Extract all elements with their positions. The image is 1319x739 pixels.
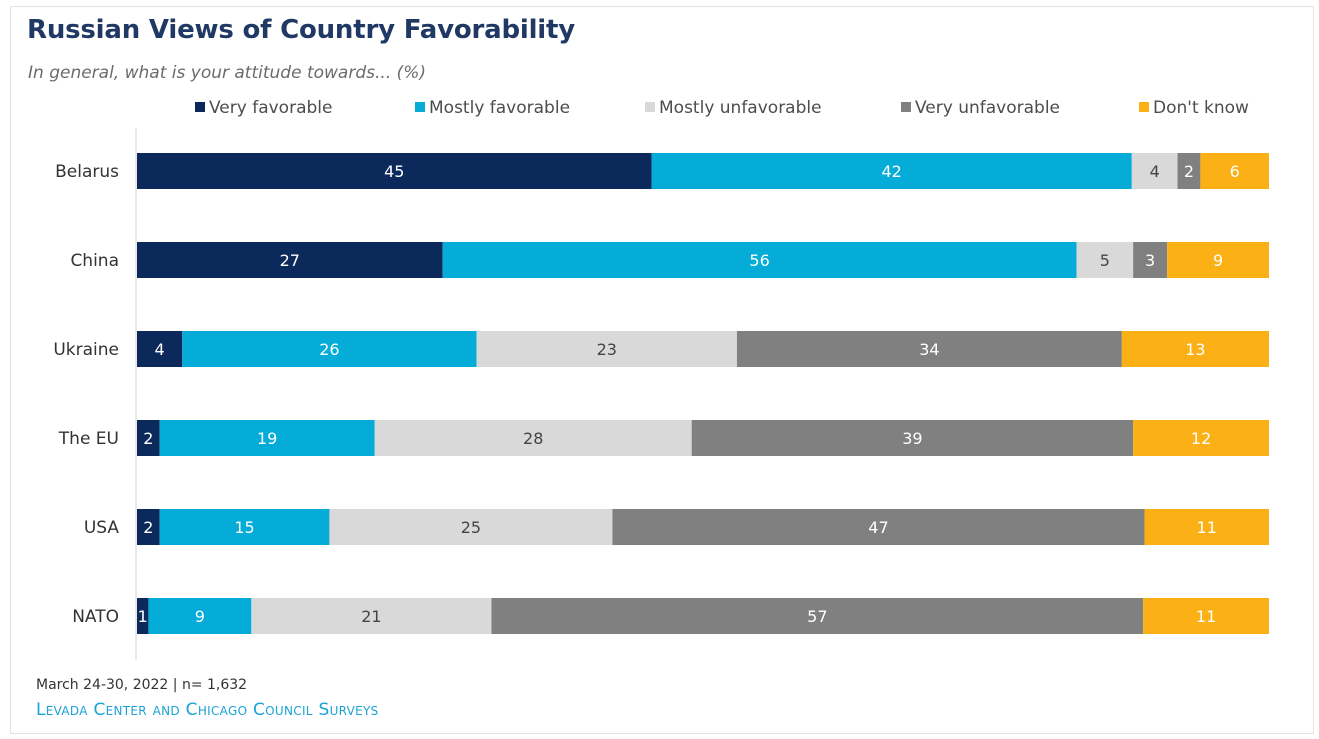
value-label-ukraine-very-unfavorable: 34 (919, 340, 939, 359)
legend-label-mostly-favorable: Mostly favorable (429, 98, 571, 118)
value-label-belarus-don-t-know: 6 (1230, 162, 1240, 181)
bar-nato-don-t-know (1143, 598, 1269, 634)
bar-nato-mostly-favorable (148, 598, 252, 634)
bar-usa-mostly-unfavorable (329, 509, 613, 545)
value-label-the-eu-mostly-favorable: 19 (257, 429, 277, 448)
value-label-china-mostly-favorable: 56 (749, 251, 769, 270)
bar-ukraine-don-t-know (1121, 331, 1269, 367)
value-label-ukraine-mostly-unfavorable: 23 (597, 340, 617, 359)
bar-the-eu-mostly-favorable (159, 420, 375, 456)
value-label-the-eu-don-t-know: 12 (1191, 429, 1211, 448)
legend-swatch-mostly-unfavorable (645, 102, 655, 112)
legend-swatch-very-unfavorable (901, 102, 911, 112)
chart-title: Russian Views of Country Favorability (27, 15, 575, 45)
value-label-belarus-mostly-favorable: 42 (881, 162, 901, 181)
legend-label-very-unfavorable: Very unfavorable (915, 98, 1061, 118)
bar-usa-very-unfavorable (612, 509, 1145, 545)
legend-item-very-unfavorable: Very unfavorable (901, 98, 1060, 118)
value-label-nato-very-favorable: 1 (138, 607, 148, 626)
legend-item-dont-know: Don't know (1139, 98, 1249, 118)
bar-nato-mostly-unfavorable (251, 598, 492, 634)
value-label-nato-mostly-unfavorable: 21 (361, 607, 381, 626)
bar-belarus-mostly-unfavorable (1131, 153, 1178, 189)
bar-nato-very-unfavorable (491, 598, 1144, 634)
bar-ukraine-mostly-favorable (182, 331, 477, 367)
value-label-china-don-t-know: 9 (1213, 251, 1223, 270)
bar-nato-very-favorable (137, 598, 149, 634)
bar-china-don-t-know (1167, 242, 1269, 278)
bar-belarus-don-t-know (1200, 153, 1269, 189)
value-label-belarus-very-unfavorable: 2 (1184, 162, 1194, 181)
value-label-china-mostly-unfavorable: 5 (1100, 251, 1110, 270)
bar-belarus-mostly-favorable (651, 153, 1132, 189)
value-label-belarus-mostly-unfavorable: 4 (1150, 162, 1160, 181)
value-label-belarus-very-favorable: 45 (384, 162, 404, 181)
bar-ukraine-very-favorable (137, 331, 183, 367)
legend-swatch-dont-know (1139, 102, 1149, 112)
chart-subtitle: In general, what is your attitude toward… (28, 63, 427, 83)
bar-china-very-favorable (137, 242, 443, 278)
value-label-nato-mostly-favorable: 9 (195, 607, 205, 626)
bar-china-mostly-favorable (442, 242, 1077, 278)
category-label-usa: USA (84, 518, 120, 538)
value-label-china-very-favorable: 27 (280, 251, 300, 270)
value-label-ukraine-mostly-favorable: 26 (319, 340, 339, 359)
chart-frame (10, 6, 1314, 734)
legend-label-dont-know: Don't know (1153, 98, 1249, 118)
value-label-nato-don-t-know: 11 (1196, 607, 1216, 626)
legend-item-mostly-unfavorable: Mostly unfavorable (645, 98, 822, 118)
value-label-the-eu-mostly-unfavorable: 28 (523, 429, 543, 448)
bar-the-eu-very-favorable (137, 420, 160, 456)
value-label-usa-mostly-favorable: 15 (234, 518, 254, 537)
footer-source: Levada Center and Chicago Council Survey… (36, 700, 379, 720)
category-label-the-eu: The EU (58, 429, 119, 449)
value-label-china-very-unfavorable: 3 (1145, 251, 1155, 270)
bar-the-eu-don-t-know (1133, 420, 1269, 456)
bar-usa-mostly-favorable (159, 509, 330, 545)
category-label-belarus: Belarus (55, 162, 119, 182)
value-label-ukraine-very-favorable: 4 (155, 340, 165, 359)
legend-item-very-favorable: Very favorable (195, 98, 332, 118)
value-label-the-eu-very-favorable: 2 (143, 429, 153, 448)
value-label-the-eu-very-unfavorable: 39 (902, 429, 922, 448)
category-label-china: China (70, 251, 119, 271)
bar-usa-don-t-know (1144, 509, 1269, 545)
category-label-nato: NATO (72, 607, 119, 627)
bar-belarus-very-unfavorable (1177, 153, 1201, 189)
legend-label-mostly-unfavorable: Mostly unfavorable (659, 98, 822, 118)
bar-ukraine-very-unfavorable (736, 331, 1122, 367)
bar-belarus-very-favorable (137, 153, 652, 189)
value-label-nato-very-unfavorable: 57 (807, 607, 827, 626)
bar-the-eu-mostly-unfavorable (374, 420, 692, 456)
bar-ukraine-mostly-unfavorable (476, 331, 737, 367)
bar-usa-very-favorable (137, 509, 160, 545)
legend-swatch-mostly-favorable (415, 102, 425, 112)
value-label-usa-very-favorable: 2 (143, 518, 153, 537)
legend-item-mostly-favorable: Mostly favorable (415, 98, 570, 118)
category-label-ukraine: Ukraine (53, 340, 119, 360)
bar-china-very-unfavorable (1133, 242, 1168, 278)
legend-swatch-very-favorable (195, 102, 205, 112)
footer-date-note: March 24-30, 2022 | n= 1,632 (36, 677, 248, 693)
value-label-usa-don-t-know: 11 (1197, 518, 1217, 537)
bar-the-eu-very-unfavorable (691, 420, 1134, 456)
value-label-usa-very-unfavorable: 47 (868, 518, 888, 537)
legend-label-very-favorable: Very favorable (209, 98, 333, 118)
bar-china-mostly-unfavorable (1076, 242, 1134, 278)
value-label-ukraine-don-t-know: 13 (1185, 340, 1205, 359)
value-label-usa-mostly-unfavorable: 25 (461, 518, 481, 537)
